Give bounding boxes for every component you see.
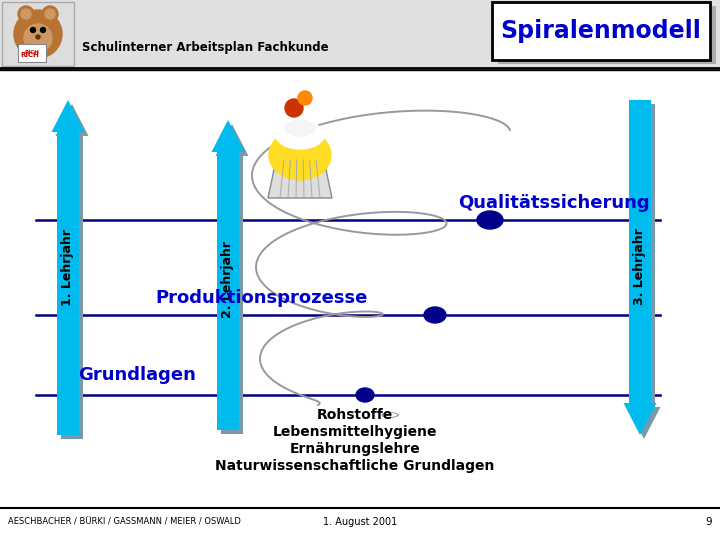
Circle shape	[24, 24, 52, 52]
Bar	[492, 2, 710, 60]
Ellipse shape	[424, 307, 446, 323]
Ellipse shape	[356, 388, 374, 402]
Ellipse shape	[276, 121, 324, 149]
Bar	[498, 6, 716, 64]
Text: 9: 9	[706, 517, 712, 527]
Text: Spiralenmodell: Spiralenmodell	[500, 19, 701, 43]
Text: RICH: RICH	[21, 52, 40, 58]
Circle shape	[21, 9, 31, 19]
Text: Rohstoffe: Rohstoffe	[317, 408, 393, 422]
Polygon shape	[628, 104, 660, 439]
Text: Schulinterner Arbeitsplan Fachkunde: Schulinterner Arbeitsplan Fachkunde	[82, 42, 328, 55]
Circle shape	[36, 35, 40, 39]
Polygon shape	[624, 100, 657, 435]
Circle shape	[30, 28, 35, 32]
Ellipse shape	[269, 130, 331, 180]
Text: Grundlagen: Grundlagen	[78, 366, 196, 384]
Circle shape	[14, 10, 62, 58]
Text: RICH: RICH	[24, 51, 40, 56]
Ellipse shape	[477, 211, 503, 229]
Polygon shape	[55, 104, 89, 439]
Circle shape	[285, 99, 303, 117]
Text: Naturwissenschaftliche Grundlagen: Naturwissenschaftliche Grundlagen	[215, 459, 495, 473]
Text: Produktionsprozesse: Produktionsprozesse	[155, 289, 367, 307]
Bar	[0, 0, 720, 68]
Text: Qualitätssicherung: Qualitätssicherung	[458, 194, 649, 212]
Text: AESCHBACHER / BÜRKI / GASSMANN / MEIER / OSWALD: AESCHBACHER / BÜRKI / GASSMANN / MEIER /…	[8, 517, 241, 526]
Polygon shape	[215, 124, 248, 434]
Text: 3. Lehrjahr: 3. Lehrjahr	[634, 228, 647, 306]
Circle shape	[42, 6, 58, 22]
Text: 2. Lehrjahr: 2. Lehrjahr	[222, 241, 235, 319]
Polygon shape	[52, 100, 84, 435]
Polygon shape	[212, 120, 245, 430]
Circle shape	[45, 9, 55, 19]
Text: Lebensmittelhygiene: Lebensmittelhygiene	[273, 425, 437, 439]
Bar	[18, 44, 46, 62]
Circle shape	[18, 6, 34, 22]
Text: 1. Lehrjahr: 1. Lehrjahr	[61, 228, 74, 306]
Bar	[2, 2, 74, 66]
Text: Ernährungslehre: Ernährungslehre	[289, 442, 420, 456]
Circle shape	[40, 28, 45, 32]
Circle shape	[298, 91, 312, 105]
Polygon shape	[268, 160, 332, 198]
Text: 1. August 2001: 1. August 2001	[323, 517, 397, 527]
Ellipse shape	[285, 120, 315, 136]
